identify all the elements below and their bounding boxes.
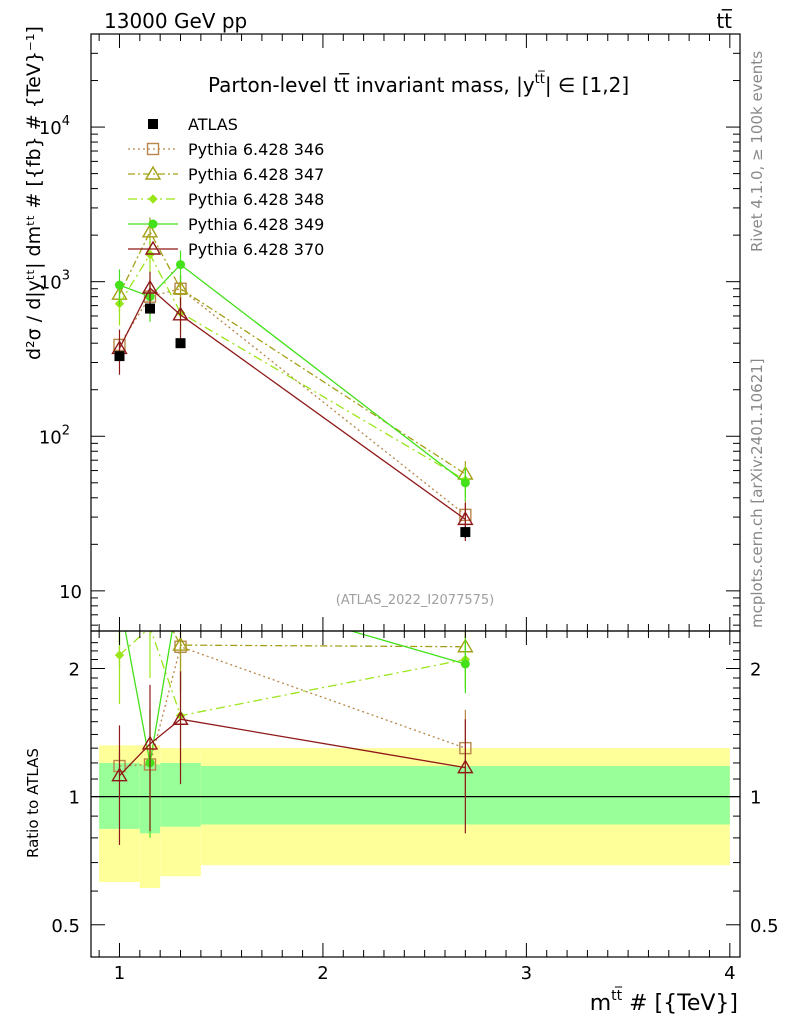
atlas-data-point xyxy=(114,351,125,362)
ratio-plot-frame xyxy=(90,630,741,958)
ratio-band-layer xyxy=(99,745,730,889)
ratio-point xyxy=(172,710,189,725)
ratio-y-tick-label-right: 0.5 xyxy=(750,916,779,937)
data-point xyxy=(141,223,159,238)
data-point xyxy=(457,510,474,526)
legend-label: Pythia 6.428 348 xyxy=(188,190,324,209)
legend-label: Pythia 6.428 347 xyxy=(188,165,324,184)
x-tick-label: 4 xyxy=(724,963,735,984)
ratio-y-tick-label: 1 xyxy=(69,788,80,809)
ratio-point xyxy=(172,636,189,651)
data-point xyxy=(460,478,470,488)
ratio-plot-layer xyxy=(91,631,740,845)
series-line-2 xyxy=(118,253,466,481)
ratio-line-3 xyxy=(124,631,466,764)
data-point xyxy=(172,280,189,295)
legend-marker xyxy=(146,142,160,156)
ratio-y-axis-label: Ratio to ATLAS xyxy=(24,748,42,858)
ratio-point xyxy=(457,759,474,774)
legend-label: Pythia 6.428 349 xyxy=(188,215,324,234)
legend: ATLAS Pythia 6.428 346 Pythia 6.428 347 Pyt… xyxy=(128,115,324,259)
series-line-4 xyxy=(118,286,466,520)
ratio-y-tick-label-right: 2 xyxy=(750,660,761,681)
ratio-point xyxy=(114,650,125,660)
legend-marker xyxy=(148,194,158,204)
x-tick-label: 1 xyxy=(114,963,125,984)
main-y-axis-label: d²σ / d|yᵗᵗ| dmᵗᵗ # [{fb} # {TeV}⁻¹] xyxy=(23,26,45,360)
y-tick-label: 104 xyxy=(39,114,70,139)
ratio-line-2 xyxy=(119,631,466,717)
ratio-y-tick-label: 0.5 xyxy=(51,916,80,937)
energy-label: 13000 GeV pp xyxy=(104,9,247,33)
source-label: mcplots.cern.ch [arXiv:2401.10621] xyxy=(748,358,766,628)
x-tick-label: 3 xyxy=(521,963,532,984)
chart-title: Parton-level tt̅ invariant mass, |ytt̅| … xyxy=(208,71,629,97)
ratio-line-4 xyxy=(119,718,466,777)
legend-marker xyxy=(144,240,162,255)
legend-marker xyxy=(148,219,158,229)
legend-marker xyxy=(148,119,158,129)
ratio-y-tick-label-right: 1 xyxy=(750,788,761,809)
process-label: tt̅ xyxy=(716,8,733,33)
x-axis-label: mtt̅ # [{TeV}] xyxy=(590,986,738,1016)
series-line-0 xyxy=(118,288,466,516)
legend-label: Pythia 6.428 370 xyxy=(188,240,324,259)
ratio-point xyxy=(141,735,159,750)
legend-label: ATLAS xyxy=(188,115,238,134)
data-point xyxy=(114,280,124,290)
ratio-line-1 xyxy=(172,631,466,648)
ratio-y-tick-label: 2 xyxy=(69,660,80,681)
ratio-point xyxy=(460,659,470,669)
y-tick-label: 10 xyxy=(59,582,82,603)
data-point xyxy=(176,260,186,270)
y-tick-label: 103 xyxy=(39,269,70,294)
data-point xyxy=(141,279,159,294)
atlas-data-point xyxy=(175,338,186,349)
main-plot-layer xyxy=(111,217,474,542)
legend-marker xyxy=(144,165,162,180)
series-line-3 xyxy=(119,263,466,484)
analysis-watermark: (ATLAS_2022_I2077575) xyxy=(336,593,494,608)
legend-label: Pythia 6.428 346 xyxy=(188,140,324,159)
y-tick-label: 102 xyxy=(39,423,70,448)
atlas-data-point xyxy=(145,303,155,314)
atlas-data-point xyxy=(460,527,471,538)
ratio-line-0 xyxy=(119,645,466,767)
data-point xyxy=(172,306,189,321)
ratio-point xyxy=(111,767,128,782)
x-tick-label: 2 xyxy=(317,963,328,984)
rivet-version-label: Rivet 4.1.0, ≥ 100k events xyxy=(748,51,766,252)
series-line-1 xyxy=(118,230,466,475)
